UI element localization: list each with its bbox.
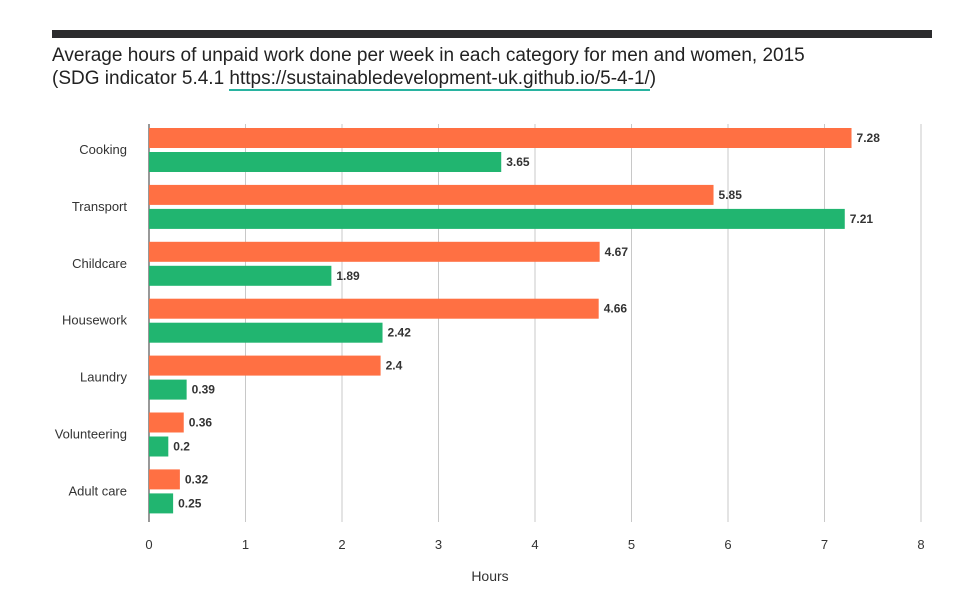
x-tick-label: 2 <box>338 537 345 552</box>
bar <box>149 265 332 286</box>
data-label: 7.28 <box>857 131 881 145</box>
data-label: 4.66 <box>604 302 628 316</box>
data-label: 0.36 <box>189 416 213 430</box>
bar <box>149 241 600 262</box>
bar <box>149 493 174 514</box>
bar <box>149 298 599 319</box>
data-label: 0.32 <box>185 472 209 486</box>
x-tick-label: 5 <box>628 537 635 552</box>
data-label: 0.25 <box>178 496 202 510</box>
x-tick-label: 7 <box>821 537 828 552</box>
category-label: Cooking <box>79 142 127 157</box>
data-label: 1.89 <box>336 269 360 283</box>
chart-subtitle: (SDG indicator 5.4.1 https://sustainable… <box>52 67 952 91</box>
data-label: 7.21 <box>850 212 874 226</box>
data-label: 0.39 <box>192 383 216 397</box>
x-tick-label: 0 <box>145 537 152 552</box>
chart-title: Average hours of unpaid work done per we… <box>52 45 805 66</box>
data-label: 4.67 <box>605 245 629 259</box>
category-label: Childcare <box>72 256 127 271</box>
data-label: 5.85 <box>719 188 743 202</box>
source-link[interactable]: https://sustainabledevelopment-uk.github… <box>229 68 650 91</box>
data-label: 2.4 <box>386 359 403 373</box>
category-label: Adult care <box>68 483 127 498</box>
x-tick-label: 6 <box>724 537 731 552</box>
x-tick-label: 4 <box>531 537 538 552</box>
category-label: Volunteering <box>55 427 127 442</box>
x-tick-label: 1 <box>242 537 249 552</box>
bar <box>149 184 714 205</box>
bar <box>149 322 383 343</box>
top-rule <box>52 30 932 38</box>
data-label: 2.42 <box>388 326 412 340</box>
bar <box>149 355 381 376</box>
bar <box>149 436 169 457</box>
x-tick-label: 3 <box>435 537 442 552</box>
category-label: Laundry <box>80 370 127 385</box>
category-label: Housework <box>62 313 128 328</box>
x-tick-label: 8 <box>917 537 924 552</box>
category-label: Transport <box>72 199 128 214</box>
x-axis-title: Hours <box>471 568 508 584</box>
data-label: 0.2 <box>173 440 190 454</box>
bar <box>149 469 180 490</box>
bar <box>149 379 187 400</box>
bar <box>149 208 845 229</box>
bar <box>149 412 184 433</box>
subtitle-prefix: (SDG indicator 5.4.1 <box>52 68 230 89</box>
subtitle-suffix: ) <box>649 68 657 89</box>
bar <box>149 128 852 148</box>
data-label: 3.65 <box>506 155 530 169</box>
bar <box>149 152 502 172</box>
